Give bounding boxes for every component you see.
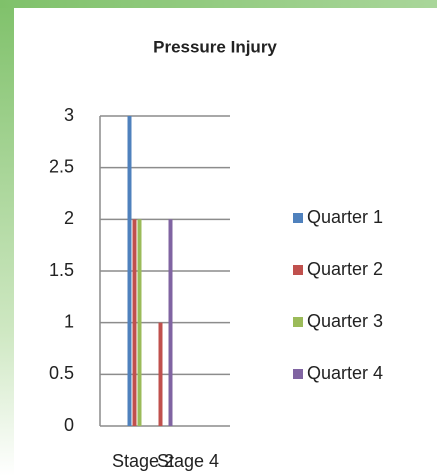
chart-title: Pressure Injury [153,37,277,56]
bar [137,219,142,426]
x-tick-label: Stage 4 [157,451,219,471]
bar [132,219,137,426]
x-tick-label: Stage 2 [112,451,174,471]
legend-label: Quarter 3 [307,311,383,331]
legend-swatch [293,213,303,223]
y-tick-label: 0.5 [49,363,74,383]
decor-strip [0,0,14,476]
y-tick-label: 3 [64,105,74,125]
y-tick-label: 0 [64,415,74,435]
legend-swatch [293,317,303,327]
bar [168,219,173,426]
legend-swatch [293,369,303,379]
bar [158,322,163,426]
y-tick-label: 1 [64,311,74,331]
decor-strip [0,0,437,8]
legend-swatch [293,265,303,275]
bar [127,116,132,426]
legend-label: Quarter 1 [307,207,383,227]
y-tick-label: 2.5 [49,156,74,176]
y-tick-label: 2 [64,208,74,228]
y-tick-label: 1.5 [49,260,74,280]
legend-label: Quarter 4 [307,363,383,383]
legend-label: Quarter 2 [307,259,383,279]
